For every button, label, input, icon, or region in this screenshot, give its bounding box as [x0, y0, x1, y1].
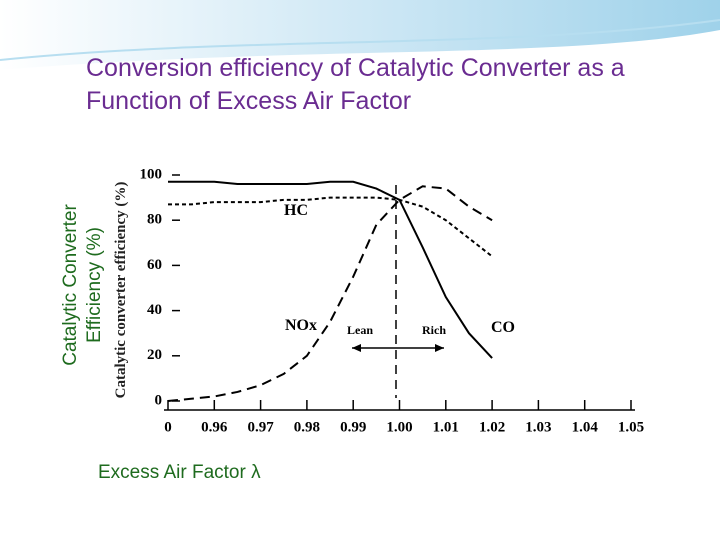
annotation: NOx [285, 317, 317, 334]
image-y-label: Catalytic converter efficiency (%) [113, 182, 129, 399]
x-tick-label: 1.04 [572, 419, 599, 435]
y-tick-label: 0 [155, 392, 163, 408]
series-line [168, 180, 493, 359]
y-tick-label: 80 [147, 212, 162, 228]
y-tick-label: 20 [147, 347, 162, 363]
x-tick-label: 1.02 [479, 419, 505, 435]
x-tick-label: 1.03 [525, 419, 551, 435]
series-line [167, 185, 493, 402]
y-axis-label: Catalytic Converter [60, 204, 81, 366]
x-tick-label: 0.96 [201, 419, 228, 435]
slide-title: Conversion efficiency of Catalytic Conve… [86, 54, 625, 115]
x-tick-label: 0.97 [247, 419, 274, 435]
x-tick-label: 1.00 [386, 419, 412, 435]
annotation: Rich [422, 323, 446, 337]
annotation: CO [491, 319, 515, 336]
x-tick-label: 1.05 [618, 419, 644, 435]
y-tick-label: 40 [147, 302, 162, 318]
chart-image-bg [50, 140, 695, 540]
series-line [168, 196, 493, 258]
annotation: HC [284, 202, 308, 219]
x-tick-label: 0.99 [340, 419, 366, 435]
x-tick-label: 0.98 [294, 419, 320, 435]
swoosh-line [0, 19, 720, 61]
annotation: Lean [347, 323, 373, 337]
y-tick-label: 60 [147, 257, 162, 273]
y-axis-label: Efficiency (%) [84, 227, 105, 343]
swoosh [0, 0, 720, 70]
x-tick-label: 0 [164, 419, 172, 435]
x-tick-label: 1.01 [433, 419, 459, 435]
x-axis-label: Excess Air Factor λ [98, 462, 261, 483]
y-tick-label: 100 [140, 166, 163, 182]
